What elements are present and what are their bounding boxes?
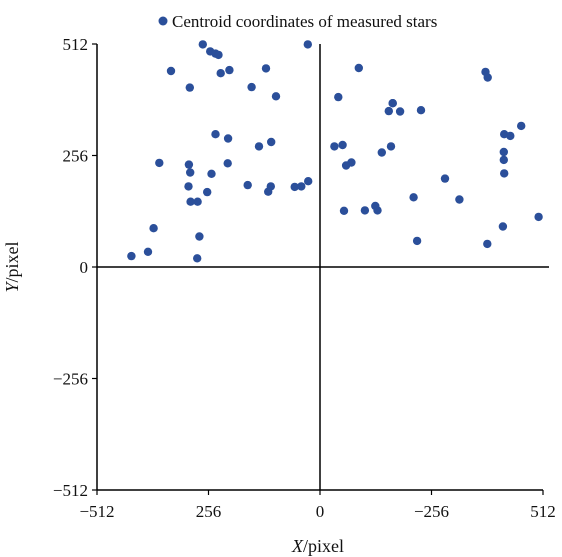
legend: Centroid coordinates of measured stars [158,12,437,31]
data-point [303,40,312,49]
y-tick-label: 256 [63,147,89,166]
data-point [186,168,195,177]
data-point [216,69,225,78]
data-point [338,140,347,150]
data-point [271,92,281,101]
data-point [498,222,508,231]
data-point [517,121,526,131]
data-point [184,182,193,191]
data-point [193,197,202,206]
data-point [506,131,515,141]
data-point [412,236,422,246]
y-tick-label: 512 [63,35,89,54]
data-point [377,148,386,157]
data-point [339,206,349,215]
data-point [416,106,426,115]
data-point [185,83,194,92]
y-axis-label-var: Y [2,281,22,293]
data-point [207,169,216,178]
data-point [409,193,418,202]
data-point [534,212,543,222]
data-point [127,251,136,261]
data-point [247,82,256,92]
data-point [388,99,397,108]
y-tick-label: −256 [53,370,88,389]
data-point [143,247,153,256]
x-tick-label: 256 [196,502,222,521]
data-point [384,106,393,116]
legend-marker [158,16,168,26]
data-point [341,161,351,170]
data-point [499,147,508,157]
y-axis-label: Y/pixel [2,241,22,292]
x-axis-label-unit: /pixel [303,536,344,556]
data-point [214,50,223,60]
data-point [354,63,363,73]
axes [97,44,549,490]
data-point [155,158,164,168]
data-point [261,64,271,73]
data-point [193,254,202,263]
data-point [499,155,508,165]
data-point [330,142,339,151]
x-tick-label: −512 [79,502,114,521]
data-point [225,65,234,75]
data-point [198,40,207,49]
data-points [127,40,543,263]
data-point [203,187,212,197]
x-tick-label: 512 [530,502,556,521]
data-point [195,232,204,241]
data-point [440,174,450,183]
data-point [373,206,382,215]
x-axis-label: X/pixel [291,536,344,556]
data-point [483,239,492,249]
data-point [395,107,405,116]
data-point [267,137,276,147]
legend-label: Centroid coordinates of measured stars [172,12,437,31]
tick-labels: −512 256 0 −256 512 512 256 0 −256 −512 [53,35,556,521]
data-point [500,169,509,178]
data-point [304,177,313,186]
y-tick-label: 0 [80,258,89,277]
data-point [290,182,299,192]
data-point [166,66,176,76]
data-point [455,195,464,204]
x-tick-label: −256 [414,502,449,521]
data-point [149,224,158,233]
data-point [483,73,492,82]
data-point [334,92,343,102]
data-point [297,182,306,191]
data-point [243,180,252,190]
x-tick-label: 0 [316,502,325,521]
x-axis-label-var: X [291,536,304,556]
data-point [264,187,273,196]
data-point [223,134,233,143]
data-point [360,206,370,215]
y-axis-label-unit: /pixel [2,241,22,282]
data-point [223,159,232,168]
data-point [186,197,195,206]
data-point [254,142,264,151]
data-point [184,160,194,169]
y-tick-label: −512 [53,481,88,500]
data-point [211,130,220,139]
data-point [386,142,396,151]
